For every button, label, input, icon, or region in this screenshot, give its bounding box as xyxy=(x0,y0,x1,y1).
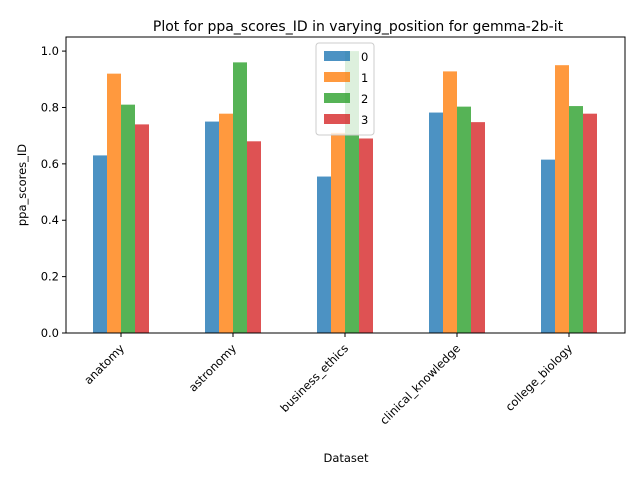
y-tick-label: 0.2 xyxy=(41,270,59,284)
bar-anatomy-series-3 xyxy=(135,124,149,333)
bar-clinical-knowledge-series-0 xyxy=(429,112,443,333)
bar-business-ethics-series-3 xyxy=(359,138,373,333)
x-tick-label-astronomy: astronomy xyxy=(186,341,239,394)
x-tick-label-business-ethics: business_ethics xyxy=(277,341,351,415)
y-axis-label: ppa_scores_ID xyxy=(15,144,29,226)
legend-label-series-2: 2 xyxy=(361,92,368,106)
x-tick-label-college-biology: college_biology xyxy=(502,341,575,414)
x-tick-label-anatomy: anatomy xyxy=(81,341,127,387)
x-axis: anatomy astronomy business_ethics clinical_… xyxy=(81,333,575,427)
bar-business-ethics-series-0 xyxy=(317,176,331,333)
legend-label-series-3: 3 xyxy=(361,113,368,127)
legend: 0 1 2 3 xyxy=(315,42,375,136)
bar-clinical-knowledge-series-1 xyxy=(443,71,457,333)
y-tick-label: 0.4 xyxy=(41,213,59,227)
legend-label-series-0: 0 xyxy=(361,50,368,64)
legend-swatch-series-1 xyxy=(324,72,350,82)
legend-box xyxy=(315,42,375,136)
legend-swatch-series-0 xyxy=(324,51,350,61)
bar-anatomy-series-1 xyxy=(107,73,121,334)
bar-astronomy-series-1 xyxy=(219,113,233,333)
bar-college-biology-series-3 xyxy=(583,113,597,333)
y-tick-label: 0.0 xyxy=(41,326,59,340)
bar-astronomy-series-0 xyxy=(205,121,219,333)
bar-college-biology-series-2 xyxy=(569,106,583,333)
bar-clinical-knowledge-series-2 xyxy=(457,106,471,333)
bar-astronomy-series-2 xyxy=(233,62,247,333)
bar-business-ethics-series-1 xyxy=(331,132,345,333)
legend-swatch-series-2 xyxy=(324,93,350,103)
bar-anatomy-series-2 xyxy=(121,104,135,334)
bar-anatomy-series-0 xyxy=(93,155,107,333)
x-axis-label: Dataset xyxy=(323,451,369,465)
bar-clinical-knowledge-series-3 xyxy=(471,122,485,333)
y-tick-label: 0.6 xyxy=(41,157,59,171)
legend-swatch-series-3 xyxy=(324,114,350,124)
y-axis: 0.0 0.2 0.4 0.6 0.8 1.0 xyxy=(41,44,66,340)
bar-college-biology-series-1 xyxy=(555,65,569,333)
x-tick-label-clinical-knowledge: clinical_knowledge xyxy=(377,341,463,427)
y-tick-label: 0.8 xyxy=(41,100,59,114)
chart-title: Plot for ppa_scores_ID in varying_positi… xyxy=(153,19,564,35)
legend-label-series-1: 1 xyxy=(361,71,368,85)
bar-college-biology-series-0 xyxy=(541,159,555,333)
y-tick-label: 1.0 xyxy=(41,44,59,58)
bar-astronomy-series-3 xyxy=(247,141,261,333)
